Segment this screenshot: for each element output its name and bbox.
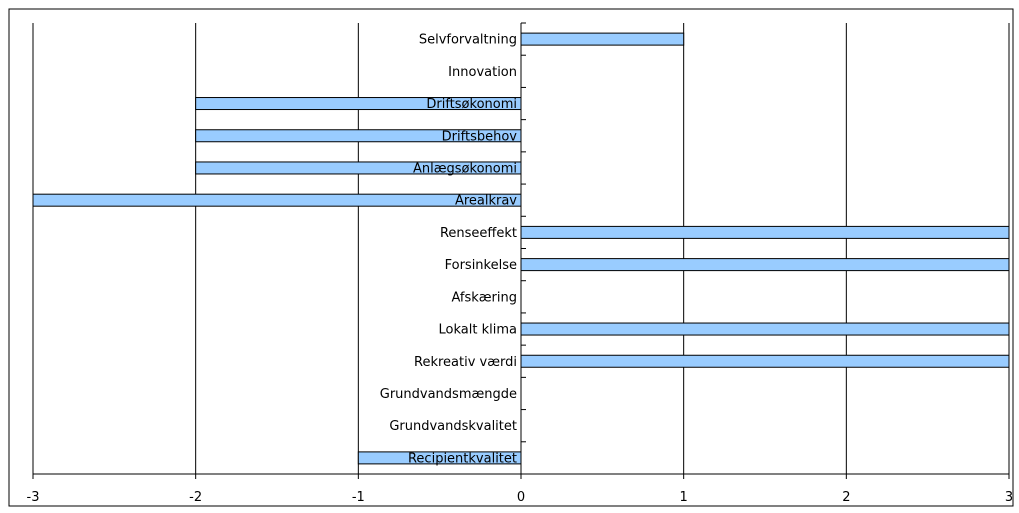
category-label: Driftsøkonomi [426, 97, 517, 112]
category-label: Forsinkelse [445, 258, 517, 273]
bar-7 [520, 258, 1010, 272]
bar-0 [520, 32, 685, 46]
category-label: Arealkrav [455, 194, 517, 209]
category-label: Afskæring [451, 290, 517, 305]
x-tick-labels: -3 -2 -1 0 1 2 3 [27, 490, 1014, 505]
x-tick-label: -1 [352, 490, 365, 505]
category-labels: Selvforvaltning Innovation Driftsøkonomi Dr… [380, 33, 518, 467]
category-label: Lokalt klima [439, 323, 517, 338]
x-tick-label: 3 [1005, 490, 1013, 505]
category-label: Rekreativ værdi [414, 355, 517, 370]
bar-10 [520, 354, 1010, 368]
category-label: Anlægsøkonomi [413, 161, 517, 176]
category-label: Selvforvaltning [419, 33, 517, 48]
x-tick-label: -3 [27, 490, 40, 505]
x-tick-label: 2 [842, 490, 850, 505]
category-label: Driftsbehov [442, 129, 518, 144]
x-tick-label: -2 [189, 490, 202, 505]
x-tick-label: 1 [680, 490, 688, 505]
category-label: Recipientkvalitet [408, 451, 517, 466]
x-tick-label: 0 [517, 490, 525, 505]
category-label: Grundvandskvalitet [389, 419, 517, 434]
category-label: Renseeffekt [440, 226, 517, 241]
bar-5 [32, 193, 522, 207]
bar-6 [520, 225, 1010, 239]
bar-9 [520, 322, 1010, 336]
axes [32, 22, 1010, 479]
category-label: Grundvandsmængde [380, 387, 517, 402]
chart-frame [8, 8, 1014, 507]
bars [32, 32, 1010, 465]
category-label: Innovation [448, 65, 517, 80]
